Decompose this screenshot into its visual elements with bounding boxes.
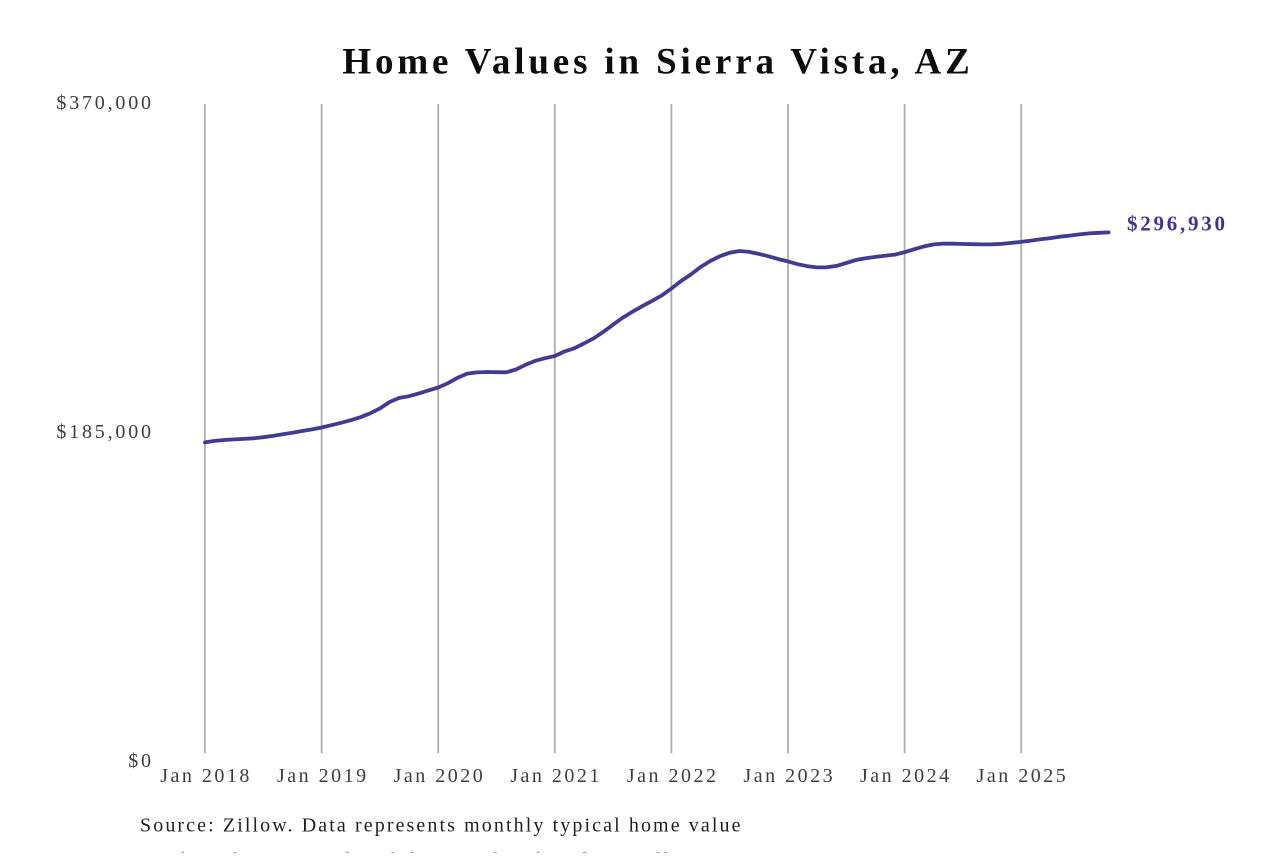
svg-text:Jan 2018: Jan 2018 [160, 765, 252, 787]
svg-text:$370,000: $370,000 [56, 92, 153, 114]
svg-text:Jan 2019: Jan 2019 [277, 765, 369, 787]
svg-text:Jan 2021: Jan 2021 [510, 765, 602, 787]
svg-text:Jan 2023: Jan 2023 [743, 765, 835, 787]
svg-text:Source: Zillow. Data represent: Source: Zillow. Data represents monthly … [140, 815, 743, 837]
svg-text:$185,000: $185,000 [56, 421, 153, 443]
svg-text:$296,930: $296,930 [1127, 212, 1228, 236]
svg-text:Jan 2020: Jan 2020 [394, 765, 486, 787]
svg-text:$0: $0 [128, 750, 154, 772]
svg-text:Jan 2024: Jan 2024 [860, 765, 952, 787]
svg-text:Jan 2025: Jan 2025 [977, 765, 1069, 787]
svg-text:Jan 2022: Jan 2022 [627, 765, 719, 787]
svg-text:Credit: Chart created with hom: Credit: Chart created with home value da… [140, 849, 700, 853]
svg-text:Home Values in Sierra Vista, A: Home Values in Sierra Vista, AZ [342, 42, 973, 83]
